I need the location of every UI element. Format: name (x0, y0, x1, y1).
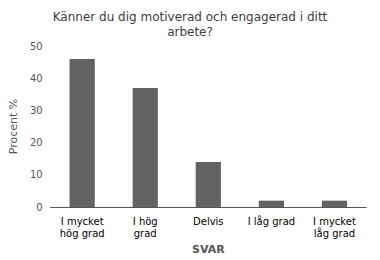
svg-text:hög grad: hög grad (60, 228, 105, 239)
svg-text:Procent %: Procent % (7, 99, 20, 155)
svg-text:10: 10 (30, 169, 43, 180)
svg-text:40: 40 (30, 73, 43, 84)
svg-text:50: 50 (30, 41, 43, 52)
svg-text:låg grad: låg grad (314, 227, 355, 239)
svg-text:I mycket: I mycket (313, 216, 356, 227)
svg-text:Känner du dig motiverad och en: Känner du dig motiverad och engagerad i … (53, 10, 328, 24)
svg-text:SVAR: SVAR (192, 243, 225, 256)
svg-text:I mycket: I mycket (61, 216, 104, 227)
svg-text:grad: grad (134, 228, 157, 239)
svg-text:30: 30 (30, 105, 43, 116)
svg-text:0: 0 (36, 202, 42, 213)
svg-text:arbete?: arbete? (167, 25, 213, 39)
svg-text:Delvis: Delvis (193, 216, 224, 227)
svg-text:I låg grad: I låg grad (248, 215, 296, 227)
svg-text:I hög: I hög (133, 216, 158, 227)
svg-text:20: 20 (30, 137, 43, 148)
